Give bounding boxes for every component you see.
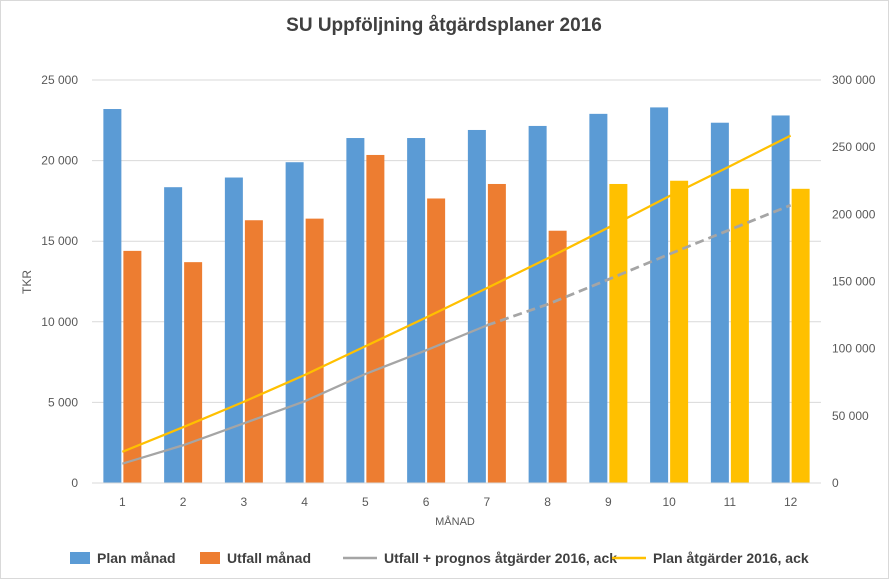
bar-utfall-6 [427, 198, 446, 483]
bar-plan-9 [589, 113, 608, 484]
bar-utfall-3 [244, 220, 263, 483]
bar-utfall-2 [184, 262, 203, 483]
bar-utfall-5 [366, 154, 385, 483]
line-marks [121, 134, 792, 465]
bar-plan-2 [164, 187, 183, 483]
x-tick-label: 12 [784, 495, 798, 509]
y-tick-label: 25 000 [41, 73, 78, 87]
bar-plan-10 [650, 107, 669, 484]
y2-tick-label: 250 000 [832, 140, 876, 154]
x-axis-label: MÅNAD [435, 515, 475, 528]
bar-plan-6 [407, 138, 426, 484]
y2-tick-label: 200 000 [832, 207, 876, 221]
bar-utfall-4 [305, 218, 324, 483]
legend-label: Plan månad [97, 550, 176, 566]
bar-utfall-8 [548, 230, 567, 483]
bar-utfall-1 [123, 250, 142, 483]
bar-utfall-9 [609, 183, 628, 483]
legend-swatch [200, 552, 220, 564]
bar-plan-11 [710, 122, 729, 483]
bar-plan-12 [771, 115, 790, 484]
y-tick-label: 0 [71, 476, 78, 490]
bar-plan-7 [467, 129, 486, 484]
y-axis-right: 0 50 000 100 000 150 000 200 000 250 000 300 0… [832, 73, 876, 490]
x-tick-label: 7 [484, 495, 491, 509]
bar-utfall-11 [730, 188, 749, 483]
y-axis-label: TKR [20, 270, 34, 294]
gridlines [92, 79, 821, 403]
y-tick-label: 15 000 [41, 234, 78, 248]
bar-marks [103, 107, 810, 484]
x-tick-label: 10 [662, 495, 676, 509]
x-tick-label: 8 [544, 495, 551, 509]
x-tick-label: 11 [724, 495, 737, 509]
y2-tick-label: 100 000 [832, 342, 876, 356]
bar-plan-5 [346, 138, 365, 484]
x-tick-label: 5 [362, 495, 369, 509]
y-axis-left: 0 5 000 10 000 15 000 20 000 25 000 [41, 73, 78, 490]
y-tick-label: 10 000 [41, 315, 78, 329]
y-tick-label: 20 000 [41, 154, 78, 168]
x-tick-label: 3 [241, 495, 248, 509]
legend-swatch [70, 552, 90, 564]
line-utfall-prognos-solid [122, 324, 488, 465]
y2-tick-label: 150 000 [832, 275, 876, 289]
chart-title: SU Uppföljning åtgärdsplaner 2016 [286, 15, 602, 36]
y2-tick-label: 0 [832, 476, 839, 490]
bar-plan-8 [528, 125, 547, 483]
x-tick-label: 1 [119, 495, 126, 509]
x-axis: 1 2 3 4 5 6 7 8 9 10 11 12 [92, 482, 821, 509]
bar-utfall-7 [487, 183, 506, 483]
x-tick-label: 9 [605, 495, 612, 509]
bar-plan-1 [103, 109, 122, 484]
y2-tick-label: 50 000 [832, 409, 869, 423]
bar-utfall-10 [670, 180, 689, 483]
bar-plan-4 [285, 162, 304, 483]
legend: Plan månad Utfall månad Utfall + prognos å… [70, 550, 809, 566]
legend-label: Utfall månad [227, 550, 311, 566]
line-utfall-prognos-dashed [486, 203, 792, 327]
y-tick-label: 5 000 [48, 395, 78, 409]
x-tick-label: 6 [423, 495, 430, 509]
y2-tick-label: 300 000 [832, 73, 876, 87]
x-tick-label: 4 [301, 495, 308, 509]
legend-label: Plan åtgärder 2016, ack [653, 550, 809, 566]
x-tick-label: 2 [180, 495, 187, 509]
bar-plan-3 [224, 177, 243, 483]
bar-utfall-12 [791, 188, 810, 483]
legend-label: Utfall + prognos åtgärder 2016, ack [384, 550, 617, 566]
line-plan-ack [121, 134, 792, 453]
